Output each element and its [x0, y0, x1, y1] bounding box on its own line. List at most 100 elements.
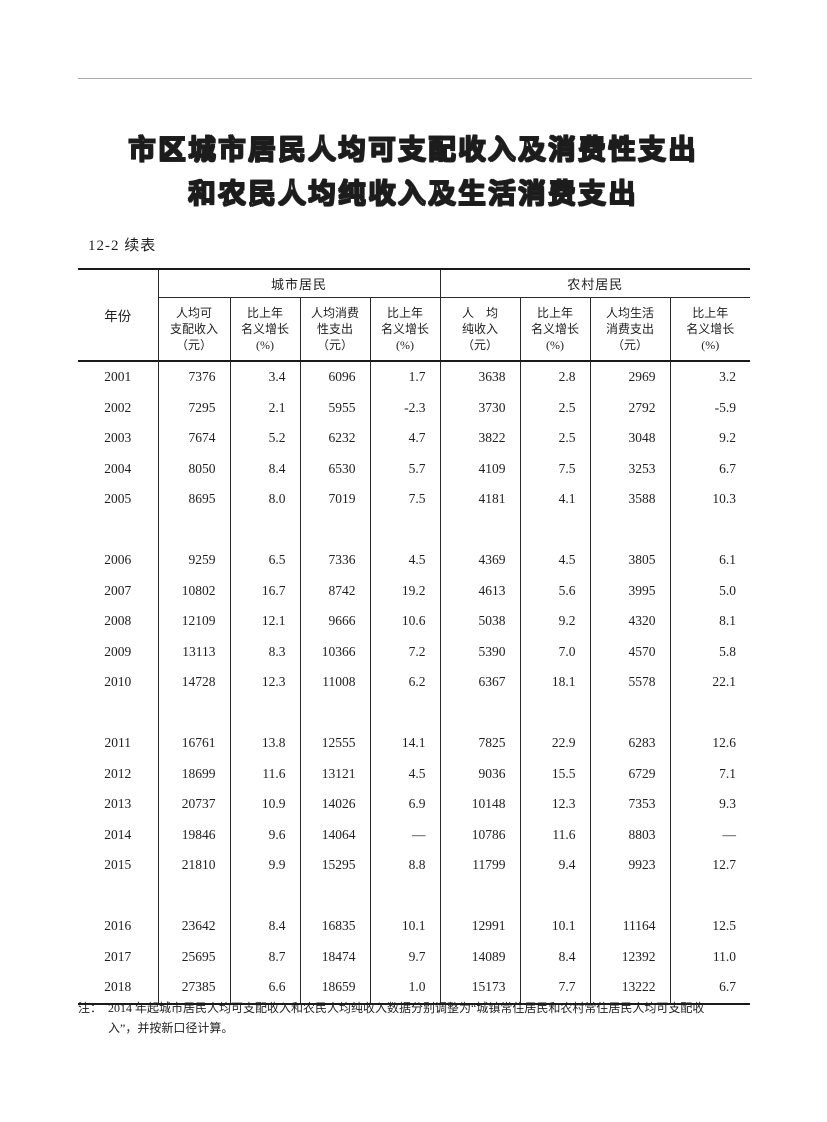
year-cell: 2002 — [78, 392, 159, 423]
value-cell: 3995 — [590, 575, 671, 606]
spacer-cell — [520, 880, 591, 911]
value-cell: 6232 — [300, 423, 371, 454]
year-column-header: 年份 — [78, 269, 159, 361]
value-cell: 11164 — [590, 911, 671, 942]
table-body: 2001 7376 3.4 6096 1.7 3638 2.8 2969 3.2 2002 7295… — [78, 361, 750, 1004]
urban-group-header: 城市居民 — [158, 269, 441, 298]
value-cell: 9.2 — [719, 430, 737, 446]
statistics-table: 年份 城市居民 农村居民 人均可 支配收入 （元） 比上年 名义增长 (%) 人… — [78, 268, 751, 1005]
value-cell: — — [722, 826, 737, 842]
col-header-urban-expenditure: 人均消费 性支出 （元） — [300, 297, 371, 361]
value-cell: 18474 — [300, 941, 371, 972]
value-cell: 3805 — [590, 545, 671, 576]
value-cell: 5.6 — [520, 575, 591, 606]
value-cell: 10.6 — [370, 606, 441, 637]
value-cell: 7674 — [158, 423, 231, 454]
page-title-line2: 和农民人均纯收入及生活消费支出 — [188, 178, 639, 209]
value-cell: 9.4 — [520, 850, 591, 881]
rural-group-header: 农村居民 — [440, 269, 751, 298]
year-cell: 2001 — [78, 361, 159, 393]
value-cell: 6.9 — [370, 789, 441, 820]
value-cell: 9666 — [300, 606, 371, 637]
header-line: 人均生活 — [606, 305, 655, 320]
spacer-cell — [670, 881, 750, 912]
footnote-line1: 2014 年起城市居民人均可支配收入和农民人均纯收入数据分别调整为“城镇常住居民… — [108, 1001, 705, 1015]
year-cell: 2014 — [78, 819, 159, 850]
header-line: 消费支出 — [606, 321, 655, 336]
value-cell: 1.0 — [370, 972, 441, 1004]
value-cell: 10.3 — [712, 491, 737, 507]
spacer-cell — [590, 697, 671, 728]
spacer-cell — [520, 514, 591, 545]
spacer-cell — [370, 514, 441, 545]
value-cell: 9.7 — [370, 941, 441, 972]
table-row: 2011 16761 13.8 12555 14.1 7825 22.9 6283 12.6 — [78, 728, 750, 759]
year-cell: 2013 — [78, 789, 159, 820]
value-cell: 16835 — [300, 911, 371, 942]
value-cell: 7353 — [590, 789, 671, 820]
value-cell: 6096 — [300, 361, 371, 393]
value-cell: 13113 — [158, 636, 231, 667]
year-cell: 2017 — [78, 941, 159, 972]
header-line: 名义增长 — [686, 321, 735, 336]
table-header: 年份 城市居民 农村居民 人均可 支配收入 （元） 比上年 名义增长 (%) 人… — [78, 269, 751, 362]
table-row: 2008 12109 12.1 9666 10.6 5038 9.2 4320 8.1 — [78, 606, 750, 637]
year-cell: 2011 — [78, 728, 159, 759]
value-cell: — — [370, 819, 441, 850]
year-cell: 2010 — [78, 667, 159, 698]
table-row: 2006 9259 6.5 7336 4.5 4369 4.5 3805 6.1 — [78, 545, 750, 576]
value-cell: 7019 — [300, 484, 371, 515]
header-line: 名义增长 — [381, 321, 430, 336]
year-cell: 2005 — [78, 484, 159, 515]
value-cell: 12555 — [300, 728, 371, 759]
value-cell: 6.2 — [370, 667, 441, 698]
value-cell: 7.2 — [370, 636, 441, 667]
value-cell: 14.1 — [370, 728, 441, 759]
value-cell: 6.7 — [719, 979, 737, 995]
value-cell: 8.4 — [520, 941, 591, 972]
value-cell: 12.5 — [712, 918, 737, 934]
value-cell: 10802 — [158, 575, 231, 606]
year-cell: 2018 — [78, 972, 159, 1004]
header-line: （元） — [316, 337, 353, 352]
header-line: (%) — [546, 337, 565, 352]
value-cell: 3730 — [440, 392, 521, 423]
value-cell: 12.3 — [230, 667, 301, 698]
spacer-row — [78, 880, 750, 912]
value-cell: 5955 — [300, 392, 371, 423]
value-cell: 4.5 — [370, 758, 441, 789]
value-cell: 4369 — [440, 545, 521, 576]
value-cell: 1.7 — [370, 361, 441, 393]
page-title-line1: 市区城市居民人均可支配收入及消费性支出 — [128, 134, 699, 165]
spacer-cell — [300, 880, 371, 911]
value-cell: 4.7 — [370, 423, 441, 454]
spacer-cell — [158, 697, 231, 728]
col-header-urban-income: 人均可 支配收入 （元） — [158, 297, 231, 361]
value-cell: 10.1 — [520, 911, 591, 942]
page-title: 市区城市居民人均可支配收入及消费性支出 和农民人均纯收入及生活消费支出 — [0, 128, 827, 216]
table-row: 2002 7295 2.1 5955 -2.3 3730 2.5 2792 -5.9 — [78, 392, 750, 423]
header-line: 比上年 — [537, 305, 574, 320]
value-cell: 15295 — [300, 850, 371, 881]
value-cell: 8.0 — [230, 484, 301, 515]
footnote-label: 注： — [78, 1001, 103, 1015]
footnote: 注： 2014 年起城市居民人均可支配收入和农民人均纯收入数据分别调整为“城镇常… — [78, 999, 756, 1038]
value-cell: 21810 — [158, 850, 231, 881]
value-cell: 2.1 — [230, 392, 301, 423]
value-cell: 7.0 — [520, 636, 591, 667]
col-header-rural-expenditure-growth: 比上年 名义增长 (%) — [670, 298, 750, 362]
value-cell: 12392 — [590, 941, 671, 972]
table-row: 2001 7376 3.4 6096 1.7 3638 2.8 2969 3.2 — [78, 361, 750, 393]
year-cell: 2003 — [78, 423, 159, 454]
value-cell: 9.2 — [520, 606, 591, 637]
spacer-cell — [300, 697, 371, 728]
year-cell: 2016 — [78, 911, 159, 942]
value-cell: 12109 — [158, 606, 231, 637]
value-cell: 13.8 — [230, 728, 301, 759]
value-cell: 6283 — [590, 728, 671, 759]
value-cell: 11.6 — [520, 819, 591, 850]
table-row: 2007 10802 16.7 8742 19.2 4613 5.6 3995 5.0 — [78, 575, 750, 606]
value-cell: 8695 — [158, 484, 231, 515]
value-cell: 12.7 — [712, 857, 737, 873]
header-line: 性支出 — [316, 321, 353, 336]
